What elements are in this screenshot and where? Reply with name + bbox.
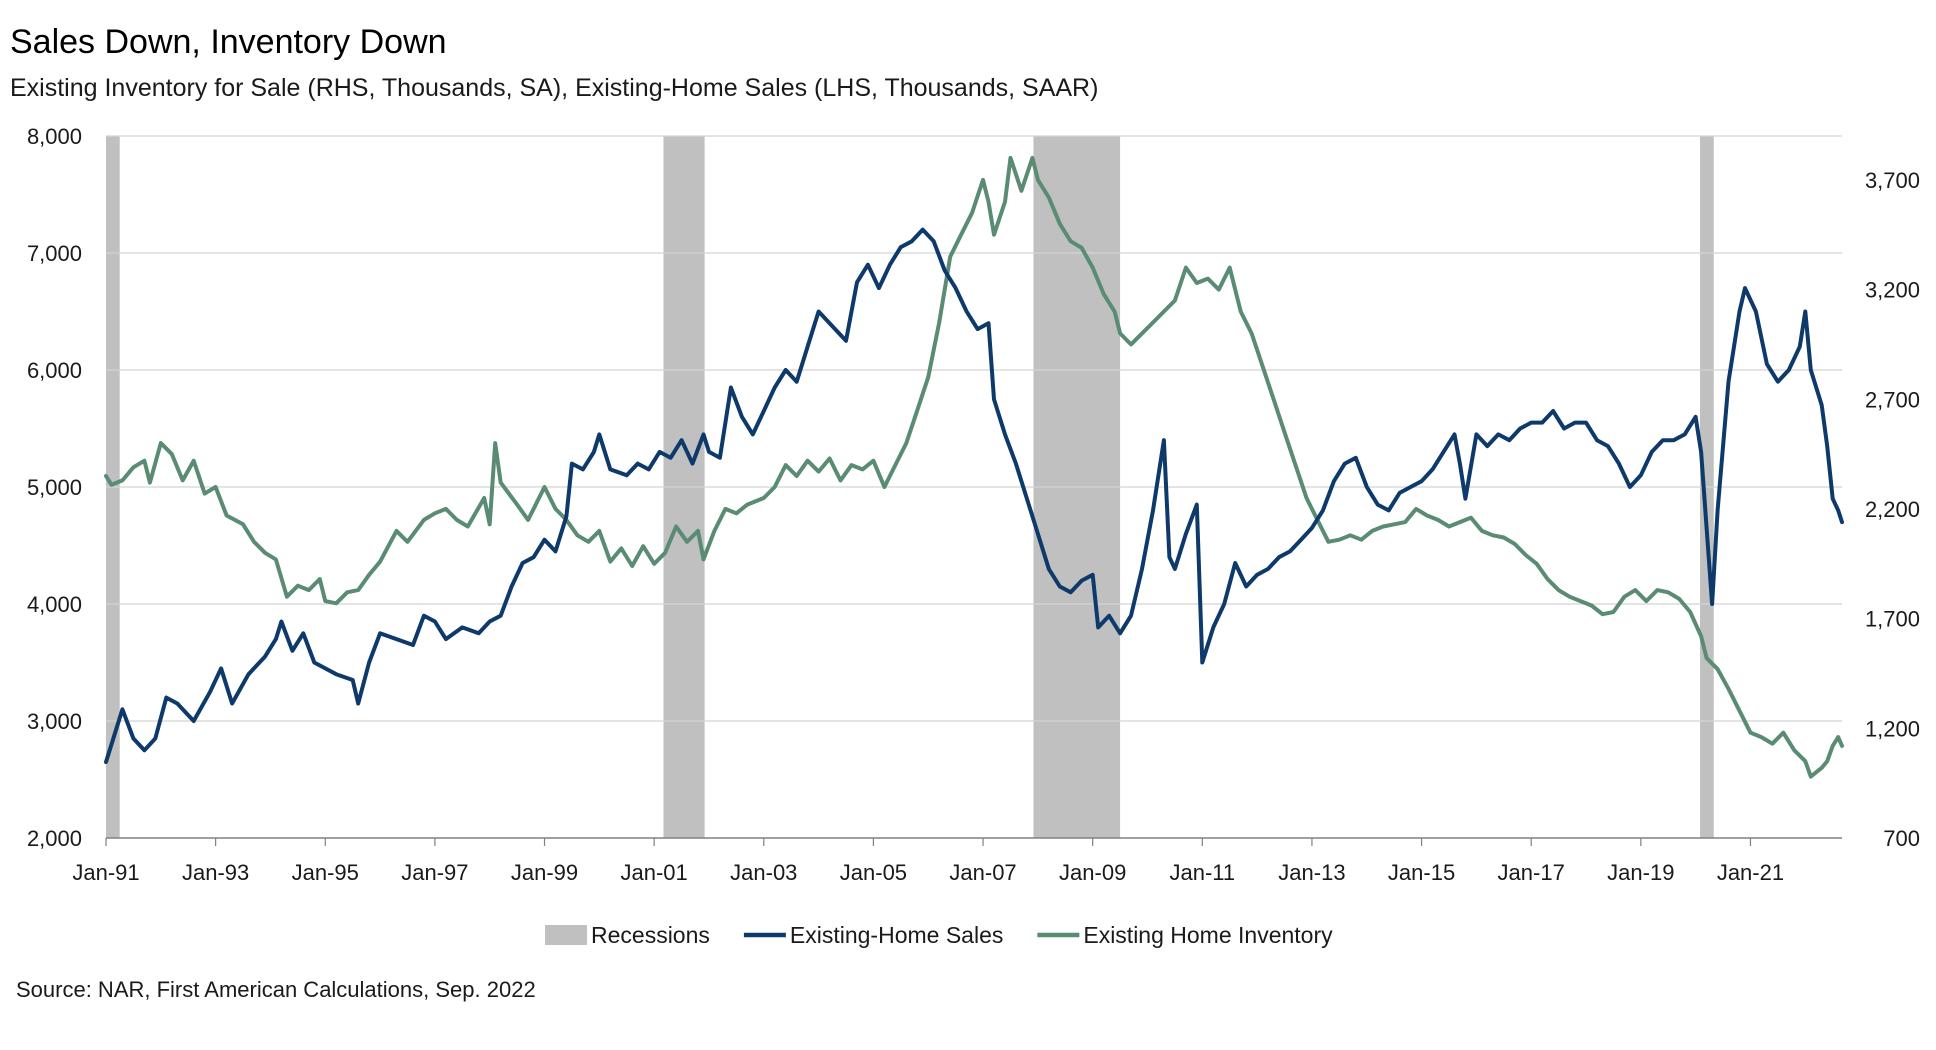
right-tick-label: 2,200 <box>1865 497 1920 522</box>
x-tick-label: Jan-97 <box>401 860 468 885</box>
series-line-inventory <box>104 155 1844 779</box>
x-tick-label: Jan-03 <box>730 860 797 885</box>
right-axis: 700 1,200 1,700 2,200 2,700 3,200 3,700 <box>1865 168 1920 851</box>
legend-label-sales: Existing-Home Sales <box>790 922 1003 948</box>
x-tick-label: Jan-17 <box>1498 860 1565 885</box>
right-tick-label: 1,700 <box>1865 607 1920 632</box>
right-tick-label: 3,700 <box>1865 168 1920 193</box>
left-tick-label: 7,000 <box>27 241 82 266</box>
right-tick-label: 3,200 <box>1865 278 1920 303</box>
left-tick-label: 4,000 <box>27 592 82 617</box>
legend-label-recessions: Recessions <box>591 922 710 948</box>
x-tick-label: Jan-13 <box>1278 860 1345 885</box>
right-tick-label: 700 <box>1883 826 1920 851</box>
x-tick-label: Jan-01 <box>621 860 688 885</box>
chart-title: Sales Down, Inventory Down <box>10 23 447 61</box>
x-tick-label: Jan-11 <box>1169 860 1235 885</box>
x-axis: Jan-91 Jan-93 Jan-95 Jan-97 Jan-99 Jan-01 Jan-… <box>72 838 1784 885</box>
left-tick-label: 8,000 <box>27 124 82 149</box>
x-tick-label: Jan-09 <box>1059 860 1126 885</box>
left-tick-label: 5,000 <box>27 475 82 500</box>
x-tick-label: Jan-05 <box>840 860 907 885</box>
right-tick-label: 2,700 <box>1865 387 1920 412</box>
x-tick-label: Jan-07 <box>949 860 1016 885</box>
left-axis: 2,000 3,000 4,000 5,000 6,000 7,000 8,000 <box>27 124 82 851</box>
x-tick-label: Jan-91 <box>72 860 139 885</box>
x-tick-label: Jan-95 <box>292 860 359 885</box>
legend-swatch-recessions <box>545 925 587 945</box>
series-line-sales <box>104 227 1844 764</box>
x-tick-label: Jan-19 <box>1607 860 1674 885</box>
grid-lines <box>106 135 1842 839</box>
legend-label-inventory: Existing Home Inventory <box>1083 922 1333 948</box>
source-note: Source: NAR, First American Calculations… <box>16 977 536 1002</box>
left-tick-label: 3,000 <box>27 709 82 734</box>
x-tick-label: Jan-99 <box>511 860 578 885</box>
legend: Recessions Existing-Home Sales Existing Ho… <box>545 922 1333 948</box>
right-tick-label: 1,200 <box>1865 716 1920 741</box>
left-tick-label: 6,000 <box>27 358 82 383</box>
x-tick-label: Jan-15 <box>1388 860 1455 885</box>
x-tick-label: Jan-93 <box>182 860 249 885</box>
left-tick-label: 2,000 <box>27 826 82 851</box>
chart-subtitle: Existing Inventory for Sale (RHS, Thousa… <box>10 74 1098 102</box>
series-lines <box>104 155 1844 779</box>
x-tick-label: Jan-21 <box>1717 860 1784 885</box>
